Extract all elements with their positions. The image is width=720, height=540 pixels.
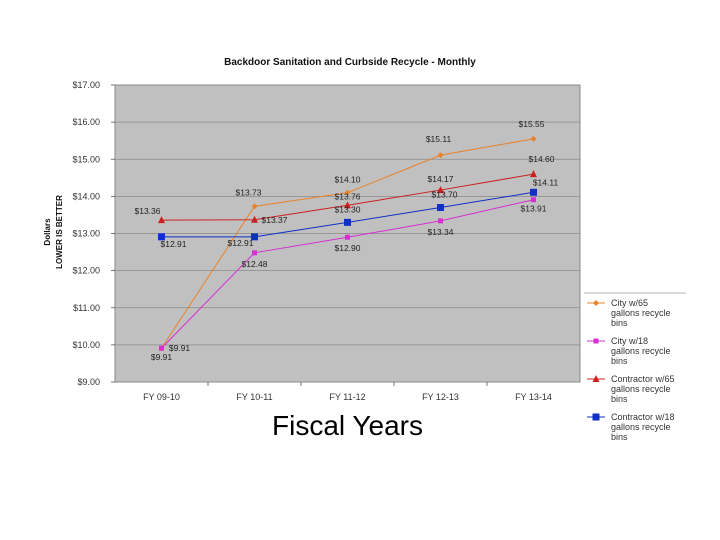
data-label: $13.34 <box>428 227 454 237</box>
legend-label: gallons recycle <box>611 308 671 318</box>
legend-marker <box>592 413 600 421</box>
y-tick-label: $17.00 <box>72 80 100 90</box>
data-label: $12.91 <box>161 239 187 249</box>
data-label: $14.10 <box>335 175 361 185</box>
data-point <box>158 233 165 241</box>
y-tick-label: $13.00 <box>72 229 100 239</box>
y-axis-label-line2: LOWER IS BETTER <box>55 195 64 269</box>
legend-label: gallons recycle <box>611 384 671 394</box>
data-label: $15.55 <box>519 119 545 129</box>
data-label: $13.36 <box>135 206 161 216</box>
legend-label: bins <box>611 394 628 404</box>
data-label: $9.91 <box>151 352 173 362</box>
data-label: $13.76 <box>335 191 361 201</box>
data-point <box>530 188 537 196</box>
x-axis-title: Fiscal Years <box>272 410 423 441</box>
legend-label: gallons recycle <box>611 346 671 356</box>
y-axis-label-line1: Dollars <box>43 218 52 246</box>
data-point <box>159 345 164 351</box>
y-tick-label: $15.00 <box>72 154 100 164</box>
data-label: $12.91 <box>228 238 254 248</box>
data-point <box>252 250 257 256</box>
data-point <box>531 197 536 203</box>
legend-label: bins <box>611 356 628 366</box>
data-label: $14.60 <box>529 154 555 164</box>
data-point <box>437 204 444 212</box>
grid-lines <box>111 84 580 386</box>
data-label: $13.37 <box>262 215 288 225</box>
data-point <box>437 152 444 159</box>
data-point <box>251 215 258 223</box>
data-label: $14.11 <box>533 177 559 187</box>
legend-marker <box>592 375 600 382</box>
legend-marker <box>593 300 599 306</box>
y-tick-labels: $9.00 $10.00 $11.00 $12.00 $13.00 $14.00 $15.0… <box>72 80 100 387</box>
legend-label: City w/18 <box>611 336 648 346</box>
legend-label: bins <box>611 432 628 442</box>
y-tick-label: $9.00 <box>77 377 100 387</box>
legend-label: Contractor w/18 <box>611 412 675 422</box>
data-label: $15.11 <box>426 134 452 144</box>
series-group <box>158 135 537 352</box>
data-label: $14.17 <box>428 174 454 184</box>
data-label: $13.30 <box>335 204 361 214</box>
data-point <box>530 135 537 142</box>
x-tick-label: FY 09-10 <box>143 392 180 402</box>
data-point <box>344 201 351 209</box>
y-tick-label: $12.00 <box>72 266 100 276</box>
legend-label: gallons recycle <box>611 422 671 432</box>
y-tick-label: $11.00 <box>73 303 100 313</box>
data-label: $13.91 <box>521 204 547 214</box>
data-point <box>438 218 443 224</box>
legend-label: Contractor w/65 <box>611 374 675 384</box>
legend-marker <box>593 338 599 344</box>
x-tick-label: FY 13-14 <box>515 392 552 402</box>
data-point <box>251 233 258 241</box>
data-label: $13.70 <box>432 190 458 200</box>
data-label: $12.48 <box>242 259 268 269</box>
data-label: $13.73 <box>236 187 262 197</box>
x-tick-label: FY 11-12 <box>329 392 365 402</box>
x-tick-labels: FY 09-10 FY 10-11 FY 11-12 FY 12-13 FY 13-14 <box>143 392 552 402</box>
x-tick-label: FY 12-13 <box>422 392 459 402</box>
data-label: $12.90 <box>335 243 361 253</box>
x-tick-label: FY 10-11 <box>236 392 272 402</box>
data-labels: $9.91 $13.73 $14.10 $15.11 $15.55 $9.91 $12.48… <box>135 119 559 362</box>
data-point <box>437 186 444 194</box>
legend-label: bins <box>611 318 628 328</box>
data-point <box>251 203 258 210</box>
data-point <box>158 216 165 224</box>
data-point <box>530 170 537 178</box>
y-tick-label: $10.00 <box>72 340 100 350</box>
data-point <box>345 234 350 240</box>
y-tick-label: $14.00 <box>72 191 100 201</box>
data-label: $9.91 <box>169 343 191 353</box>
legend-label: City w/65 <box>611 298 648 308</box>
y-tick-label: $16.00 <box>72 117 100 127</box>
data-point <box>344 218 351 226</box>
data-point <box>344 189 351 196</box>
chart-title: Backdoor Sanitation and Curbside Recycle… <box>224 57 476 68</box>
